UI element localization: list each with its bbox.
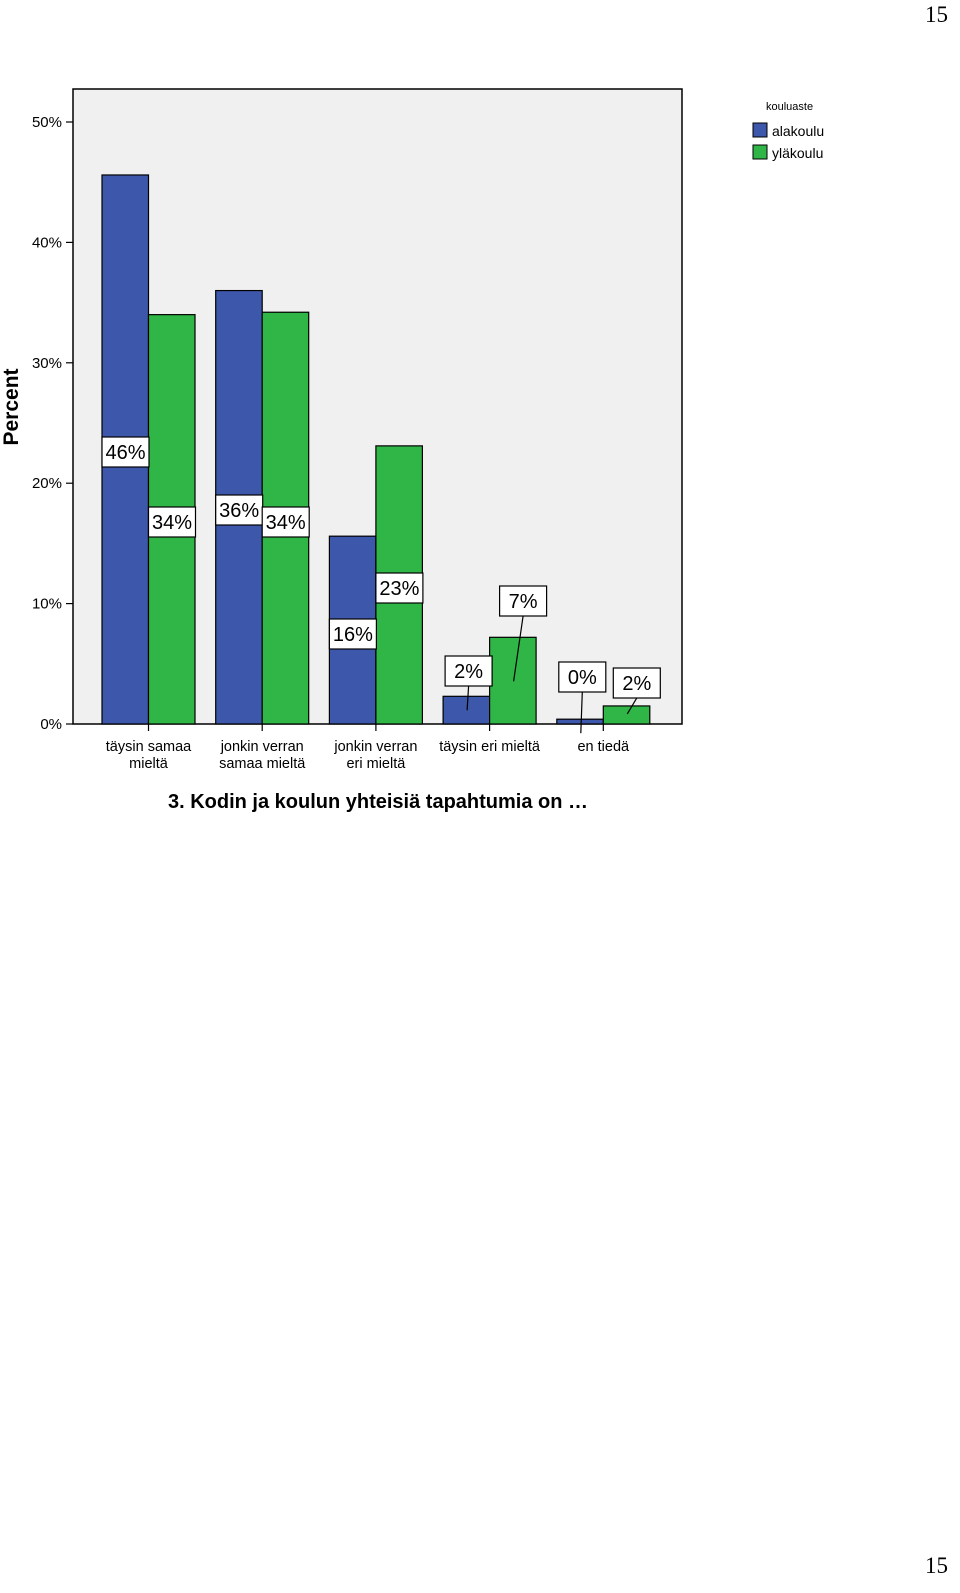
y-tick-label: 0% <box>40 716 62 733</box>
x-tick-label: mieltä <box>129 756 169 772</box>
data-label: 2% <box>454 661 483 683</box>
y-tick-label: 50% <box>32 114 62 131</box>
data-label: 16% <box>333 624 373 646</box>
data-label: 2% <box>622 673 651 695</box>
data-label: 34% <box>266 512 306 534</box>
data-label-box <box>558 661 607 693</box>
data-label-leader <box>580 691 583 734</box>
data-label-box <box>375 572 424 604</box>
x-tick-label: en tiedä <box>577 739 630 755</box>
data-label: 46% <box>105 442 145 464</box>
data-label-box <box>444 655 493 687</box>
data-label-box <box>499 585 548 617</box>
data-label-box <box>261 506 310 538</box>
y-axis: 0% 10% 20% 30% 40% 50% <box>32 114 73 733</box>
data-label-leader <box>626 697 638 715</box>
x-axis-title: 3. Kodin ja koulun yhteisiä tapahtumia o… <box>168 791 588 813</box>
data-label: 0% <box>568 667 597 689</box>
data-labels: 46% 36% 16% 2% 0% 34% 34% 23% 7% 2% <box>101 436 661 734</box>
x-tick-label: täysin samaa <box>106 739 192 755</box>
y-axis-title: Percent <box>0 368 23 445</box>
x-tick-label: samaa mieltä <box>219 756 306 772</box>
legend: kouluaste alakoulu yläkoulu <box>752 101 824 161</box>
data-label-box <box>101 436 150 468</box>
legend-title: kouluaste <box>766 101 813 113</box>
data-label-box <box>328 618 377 650</box>
legend-label-yläkoulu: yläkoulu <box>772 145 823 161</box>
bar-yläkoulu <box>489 636 537 725</box>
x-tick-label: täysin eri mieltä <box>439 739 541 755</box>
legend-swatch-alakoulu <box>752 122 768 138</box>
legend-label-alakoulu: alakoulu <box>772 123 824 139</box>
legend-swatch-yläkoulu <box>752 144 768 160</box>
x-tick-label: eri mieltä <box>346 756 406 772</box>
data-label: 36% <box>219 500 259 522</box>
bar-yläkoulu <box>602 705 651 725</box>
x-tick-label: jonkin verran <box>333 739 417 755</box>
bar-alakoulu <box>556 718 604 725</box>
data-label-box <box>147 506 197 538</box>
data-label-box <box>215 494 264 526</box>
y-tick-label: 40% <box>32 234 62 251</box>
y-tick-label: 10% <box>32 596 62 613</box>
bar-alakoulu <box>442 695 491 725</box>
data-label-leader <box>466 685 470 711</box>
x-tick-label: jonkin verran <box>220 739 304 755</box>
page-number-top: 15 <box>925 2 948 27</box>
y-tick-label: 30% <box>32 355 62 372</box>
data-label-leader <box>513 615 524 682</box>
data-label: 7% <box>509 591 538 613</box>
data-label-box <box>612 667 661 699</box>
page-number-bottom: 15 <box>925 1553 948 1578</box>
data-label: 34% <box>152 512 192 534</box>
y-tick-label: 20% <box>32 475 62 492</box>
data-label: 23% <box>379 578 419 600</box>
